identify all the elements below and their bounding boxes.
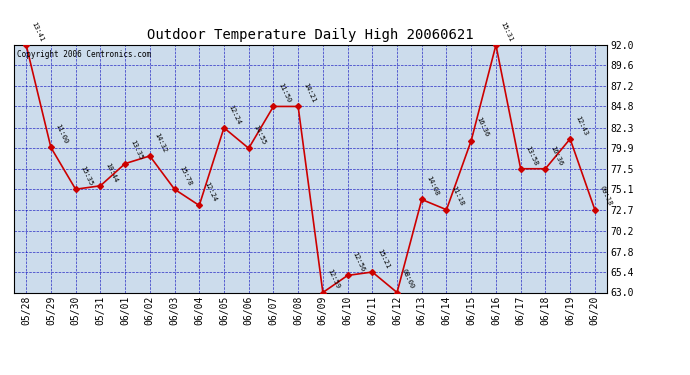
Text: 12:24: 12:24 xyxy=(203,181,217,203)
Text: 16:36: 16:36 xyxy=(549,144,564,166)
Text: 15:35: 15:35 xyxy=(79,165,94,187)
Text: 12:24: 12:24 xyxy=(228,104,242,125)
Text: Copyright 2006 Centronics.com: Copyright 2006 Centronics.com xyxy=(17,50,151,59)
Text: 15:78: 15:78 xyxy=(178,165,193,187)
Text: 09:18: 09:18 xyxy=(598,185,613,207)
Text: 13:41: 13:41 xyxy=(30,21,44,42)
Text: 15:21: 15:21 xyxy=(376,248,391,270)
Text: 08:00: 08:00 xyxy=(401,268,415,290)
Text: 13:35: 13:35 xyxy=(129,139,144,161)
Text: 14:08: 14:08 xyxy=(426,175,440,197)
Text: 12:56: 12:56 xyxy=(351,251,366,273)
Text: 16:36: 16:36 xyxy=(475,116,489,138)
Text: 12:59: 12:59 xyxy=(326,268,341,290)
Text: 13:58: 13:58 xyxy=(524,144,539,166)
Text: 14:32: 14:32 xyxy=(153,132,168,153)
Text: 15:31: 15:31 xyxy=(500,21,514,42)
Text: 14:55: 14:55 xyxy=(253,124,267,146)
Text: 14:21: 14:21 xyxy=(302,82,316,104)
Text: 11:18: 11:18 xyxy=(450,185,464,207)
Text: 12:43: 12:43 xyxy=(574,114,589,136)
Text: 11:00: 11:00 xyxy=(55,123,69,145)
Title: Outdoor Temperature Daily High 20060621: Outdoor Temperature Daily High 20060621 xyxy=(147,28,474,42)
Text: 10:44: 10:44 xyxy=(104,162,119,183)
Text: 11:50: 11:50 xyxy=(277,82,292,104)
